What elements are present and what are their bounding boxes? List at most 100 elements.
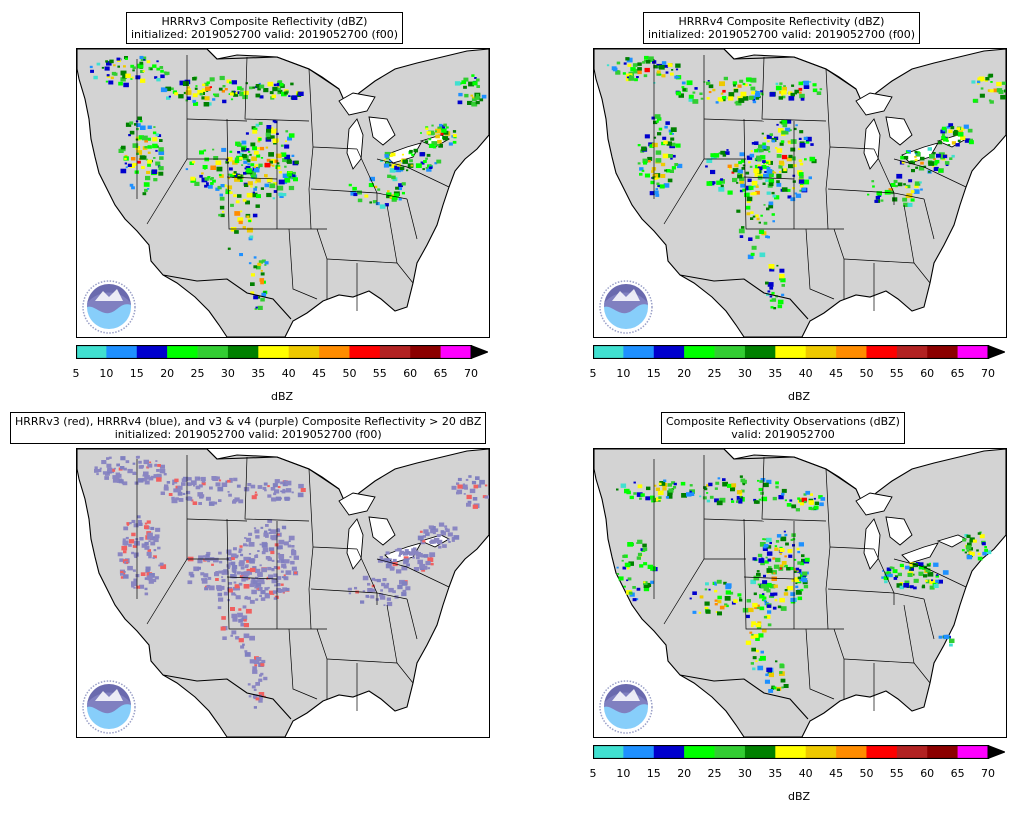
precip-cell — [782, 95, 786, 99]
precip-cell — [735, 100, 742, 106]
precip-cell — [784, 564, 788, 568]
precip-cell — [227, 479, 231, 483]
precip-cell — [766, 667, 772, 673]
precip-cell — [253, 176, 257, 180]
precip-cell — [264, 530, 268, 534]
precip-cell — [158, 150, 165, 155]
colorbar-tick-label: 10 — [99, 367, 114, 380]
precip-cell — [667, 178, 673, 183]
precip-cell — [283, 565, 287, 569]
precip-cell — [278, 539, 285, 545]
precip-cell — [144, 525, 149, 530]
precip-cell — [972, 99, 977, 103]
precip-cell — [409, 552, 412, 555]
precip-cell — [253, 150, 259, 155]
precip-cell — [700, 97, 704, 100]
precip-cell — [957, 139, 961, 142]
precip-cell — [742, 96, 749, 101]
precip-cell — [772, 686, 777, 690]
precip-cell — [142, 477, 147, 482]
precip-cell — [692, 99, 699, 104]
precip-cell — [257, 571, 263, 577]
precip-cell — [706, 492, 709, 494]
precip-cell — [750, 150, 753, 152]
precip-cell — [357, 190, 362, 195]
precip-cell — [637, 552, 642, 557]
precip-cell — [775, 481, 779, 485]
precip-cell — [219, 205, 225, 210]
precip-cell — [790, 147, 796, 152]
precip-cell — [874, 199, 879, 203]
precip-cell — [261, 292, 267, 297]
precip-cell — [963, 124, 969, 129]
precip-cell — [257, 140, 261, 143]
precip-cell — [642, 61, 646, 64]
precip-cell — [108, 80, 114, 85]
precip-cell — [910, 198, 915, 202]
precip-cell — [673, 482, 677, 486]
precip-cell — [739, 176, 745, 181]
precip-cell — [231, 630, 237, 635]
precip-cell — [300, 488, 306, 492]
precip-cell — [379, 204, 386, 209]
precip-cell — [247, 163, 250, 166]
precip-cell — [910, 568, 914, 571]
precip-cell — [276, 132, 279, 135]
precip-cell — [766, 166, 771, 170]
precip-cell — [746, 199, 751, 203]
precip-cell — [218, 479, 222, 482]
precip-cell — [739, 598, 743, 602]
precip-cell — [389, 155, 392, 157]
precip-cell — [113, 467, 116, 470]
precip-cell — [282, 488, 286, 492]
precip-cell — [799, 502, 804, 506]
precip-cell — [177, 491, 183, 496]
precip-cell — [782, 86, 787, 91]
precip-cell — [783, 684, 789, 688]
precip-cell — [289, 133, 295, 138]
precip-cell — [238, 582, 243, 586]
precip-cell — [131, 532, 136, 537]
precip-cell — [757, 583, 760, 586]
precip-cell — [919, 181, 922, 184]
precip-cell — [390, 152, 396, 157]
precip-cell — [234, 572, 237, 575]
precip-cell — [779, 91, 783, 94]
precip-cell — [755, 214, 759, 218]
great-lake — [863, 518, 881, 570]
precip-cell — [739, 189, 743, 193]
precip-cell — [752, 192, 757, 196]
precip-cell — [241, 154, 247, 158]
precip-cell — [658, 500, 661, 502]
precip-cell — [246, 227, 253, 233]
precip-cell — [762, 160, 766, 163]
precip-cell — [190, 480, 197, 486]
colorbar-extend-arrow — [987, 344, 1007, 360]
precip-cell — [396, 548, 400, 551]
precip-cell — [227, 491, 230, 493]
panel3-map — [76, 448, 490, 738]
precip-cell — [760, 491, 764, 495]
precip-cell — [370, 595, 375, 599]
precip-cell — [247, 683, 251, 686]
precip-cell — [747, 178, 752, 182]
precip-cell — [471, 97, 477, 102]
precip-cell — [276, 588, 282, 592]
precip-cell — [130, 64, 135, 68]
precip-cell — [254, 493, 258, 496]
precip-cell — [477, 484, 482, 488]
precip-cell — [240, 566, 245, 570]
precip-cell — [812, 83, 817, 87]
precip-cell — [148, 577, 153, 581]
precip-cell — [96, 62, 101, 66]
precip-cell — [791, 84, 795, 87]
precip-cell — [785, 119, 792, 124]
precip-cell — [150, 526, 155, 530]
precip-cell — [781, 293, 785, 297]
precip-cell — [251, 578, 256, 582]
precip-cell — [261, 551, 266, 555]
precip-cell — [246, 544, 249, 547]
precip-cell — [384, 154, 389, 158]
precip-cell — [632, 63, 638, 67]
precip-cell — [381, 582, 386, 587]
